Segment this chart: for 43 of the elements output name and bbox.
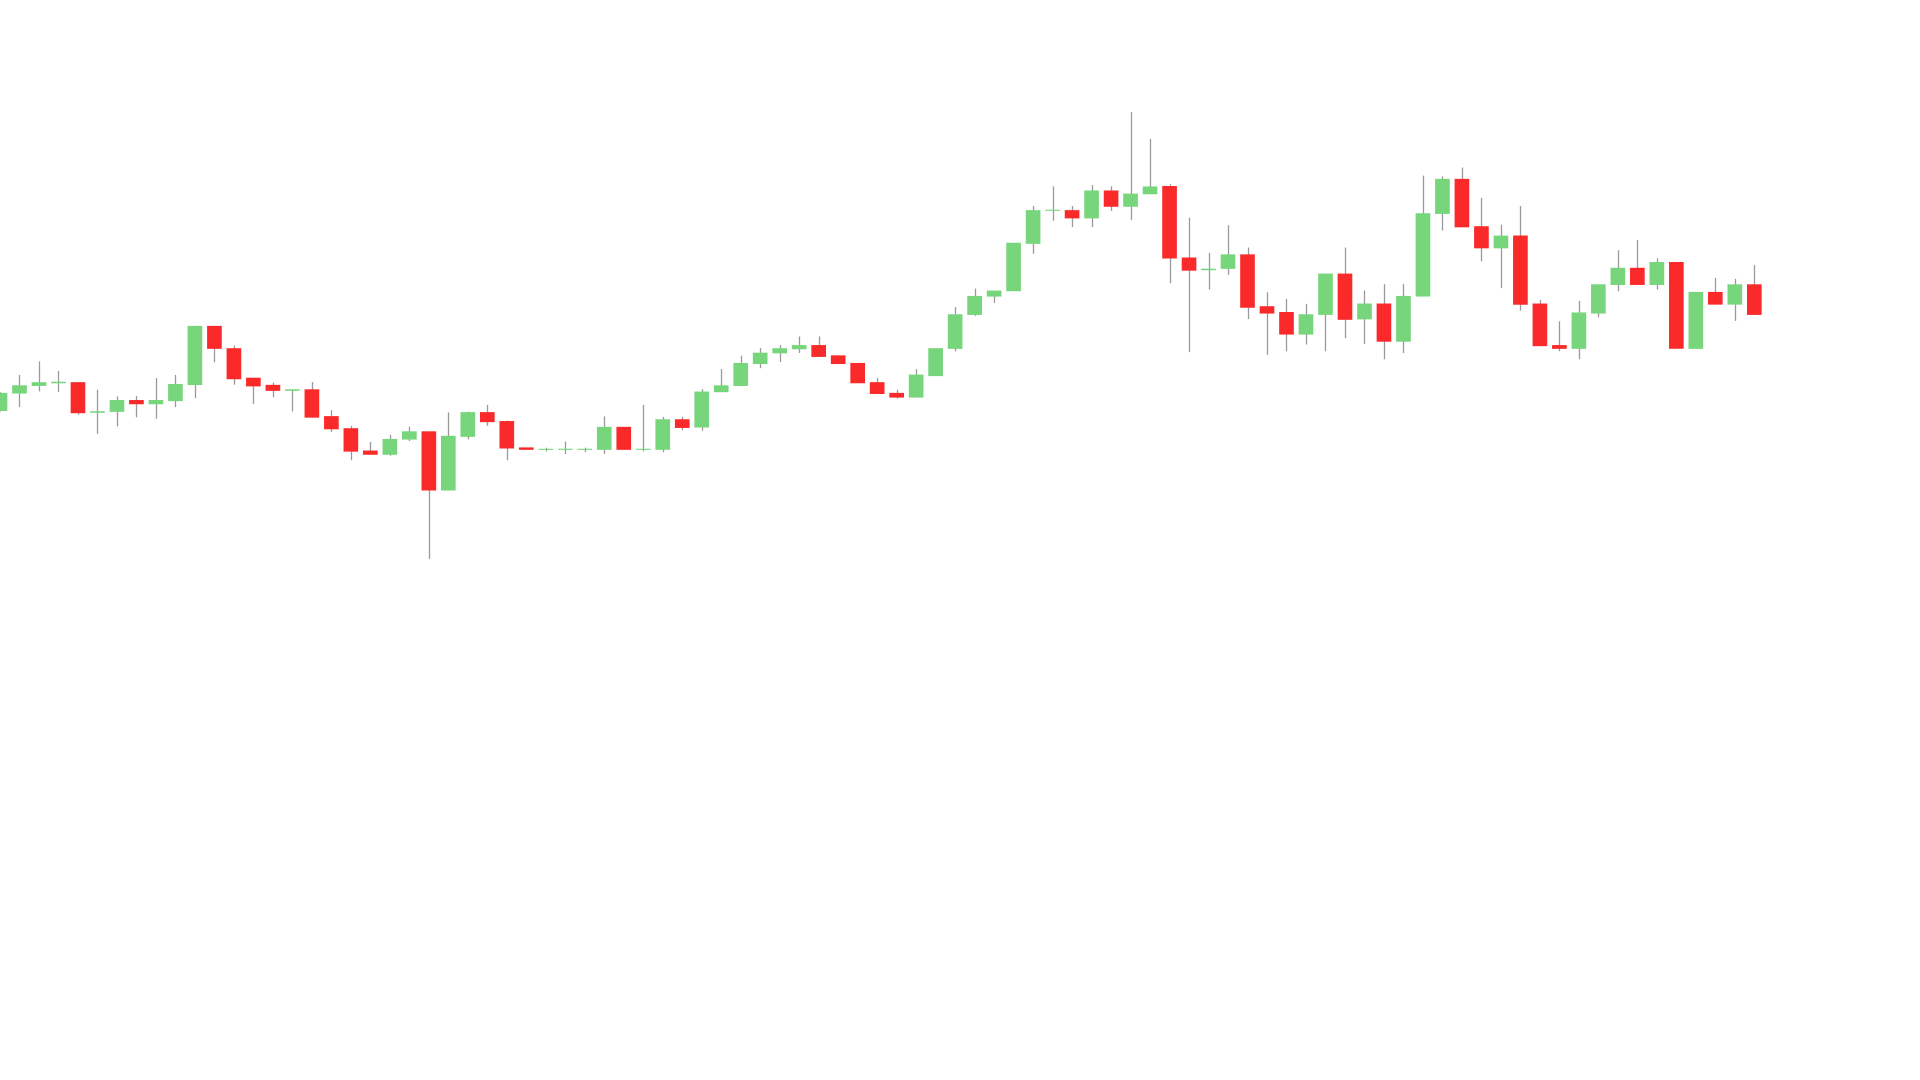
candlestick [246,377,261,405]
candlestick [109,395,125,427]
candlestick [168,374,183,408]
candlestick [31,360,47,393]
candlestick [148,377,164,420]
candlestick [129,395,144,418]
candlestick [1474,197,1489,263]
candlestick [713,368,729,393]
candlestick [479,404,495,427]
candlestick [1649,257,1665,291]
candlestick [1708,277,1723,305]
candlestick [12,374,27,408]
candlestick [811,335,827,358]
candlestick [1064,205,1080,228]
candlestick [1298,303,1314,346]
candlestick [1259,291,1275,356]
candlestick [967,288,982,317]
candlestick [1103,185,1119,212]
candlestick [850,362,865,384]
candlestick [382,434,398,457]
candlestick [1045,185,1060,222]
candlestick [908,368,924,398]
candlestick [1610,249,1626,292]
candlestick [285,388,300,413]
candlestick [1181,216,1197,353]
candlestick [1220,224,1236,276]
candlestick [1279,298,1294,352]
candlestick [733,355,749,387]
candlestick [90,388,105,435]
candlestick [635,404,651,452]
candlestick [1123,111,1138,221]
candlestick [616,426,632,451]
candlestick [343,425,359,461]
candlestick [1552,320,1567,352]
candlestick [1630,239,1645,286]
candlestick [1142,138,1158,195]
candlestick [1357,289,1372,345]
candlestick [1727,278,1743,322]
candlestick [596,415,612,455]
candlestick [207,325,222,364]
candlestick [324,409,339,433]
candlestick [752,347,768,369]
candlestick [1493,224,1509,289]
